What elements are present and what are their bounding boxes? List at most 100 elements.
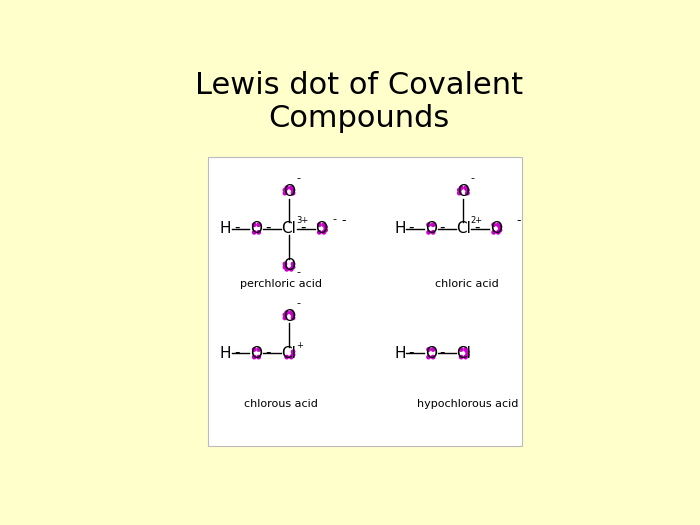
Circle shape — [257, 348, 260, 351]
Text: -: - — [234, 345, 239, 360]
Text: 3+: 3+ — [296, 216, 308, 225]
Text: -: - — [408, 220, 414, 235]
Text: -: - — [516, 214, 521, 227]
Text: -: - — [474, 220, 480, 235]
Circle shape — [466, 188, 469, 192]
Circle shape — [291, 353, 295, 356]
Text: H: H — [220, 221, 231, 236]
Circle shape — [427, 223, 430, 226]
Circle shape — [253, 223, 256, 226]
Circle shape — [253, 355, 256, 359]
Text: H: H — [394, 221, 405, 236]
Circle shape — [257, 230, 260, 234]
Text: O: O — [251, 346, 262, 361]
Text: chlorous acid: chlorous acid — [244, 399, 318, 409]
Circle shape — [458, 188, 461, 192]
Circle shape — [431, 348, 435, 351]
Text: -: - — [265, 345, 270, 360]
Circle shape — [284, 188, 287, 192]
Circle shape — [431, 355, 435, 359]
Text: H: H — [394, 346, 405, 361]
Circle shape — [464, 186, 468, 190]
Circle shape — [285, 311, 288, 314]
Circle shape — [285, 268, 288, 271]
Circle shape — [284, 192, 287, 195]
Circle shape — [290, 186, 293, 190]
Circle shape — [458, 192, 461, 195]
Text: perchloric acid: perchloric acid — [240, 279, 322, 289]
Circle shape — [464, 348, 468, 351]
Text: -: - — [265, 220, 270, 235]
Circle shape — [284, 313, 287, 317]
Circle shape — [291, 188, 295, 192]
Circle shape — [253, 348, 256, 351]
Text: H: H — [220, 346, 231, 361]
Circle shape — [431, 230, 435, 234]
Text: O: O — [283, 258, 295, 273]
Circle shape — [466, 350, 469, 353]
Text: O: O — [490, 221, 502, 236]
Circle shape — [324, 225, 328, 229]
Circle shape — [496, 230, 500, 234]
Text: hypochlorous acid: hypochlorous acid — [416, 399, 518, 409]
Circle shape — [498, 225, 502, 229]
Circle shape — [318, 223, 321, 226]
Circle shape — [290, 311, 293, 314]
Circle shape — [257, 223, 260, 226]
Circle shape — [427, 230, 430, 234]
Text: -: - — [332, 214, 337, 224]
Circle shape — [464, 355, 468, 359]
Circle shape — [291, 265, 295, 269]
Circle shape — [253, 230, 256, 234]
Circle shape — [496, 223, 500, 226]
Text: +: + — [296, 341, 303, 350]
Text: O: O — [251, 221, 262, 236]
Circle shape — [431, 223, 435, 226]
Text: -: - — [300, 220, 305, 235]
Text: -: - — [296, 174, 300, 184]
Circle shape — [285, 186, 288, 190]
Circle shape — [285, 355, 288, 359]
Text: -: - — [470, 174, 475, 184]
Circle shape — [290, 268, 293, 271]
Text: O: O — [457, 184, 470, 199]
Circle shape — [427, 355, 430, 359]
Text: Cl: Cl — [456, 346, 471, 361]
Circle shape — [291, 192, 295, 195]
FancyBboxPatch shape — [208, 157, 522, 446]
Text: O: O — [283, 309, 295, 324]
Text: -: - — [408, 345, 414, 360]
Circle shape — [466, 192, 469, 195]
Text: -: - — [440, 220, 444, 235]
Text: chloric acid: chloric acid — [435, 279, 499, 289]
Circle shape — [284, 262, 287, 266]
Text: -: - — [296, 268, 300, 278]
Circle shape — [324, 228, 328, 232]
Text: -: - — [440, 345, 444, 360]
Text: O: O — [283, 184, 295, 199]
Circle shape — [291, 262, 295, 266]
Text: Cl: Cl — [456, 221, 471, 236]
Circle shape — [291, 316, 295, 320]
Circle shape — [257, 355, 260, 359]
Circle shape — [291, 313, 295, 317]
Circle shape — [459, 355, 463, 359]
Text: O: O — [425, 221, 437, 236]
Circle shape — [492, 223, 496, 226]
Text: Cl: Cl — [281, 346, 296, 361]
Circle shape — [466, 353, 469, 356]
Circle shape — [427, 348, 430, 351]
Circle shape — [498, 228, 502, 232]
Circle shape — [492, 230, 496, 234]
Circle shape — [284, 265, 287, 269]
Circle shape — [322, 230, 326, 234]
Circle shape — [459, 186, 463, 190]
Circle shape — [322, 223, 326, 226]
Circle shape — [291, 350, 295, 353]
Text: 2+: 2+ — [470, 216, 482, 225]
Text: O: O — [316, 221, 328, 236]
Text: O: O — [425, 346, 437, 361]
Circle shape — [290, 355, 293, 359]
Text: -: - — [342, 214, 346, 227]
Text: -: - — [296, 298, 300, 308]
